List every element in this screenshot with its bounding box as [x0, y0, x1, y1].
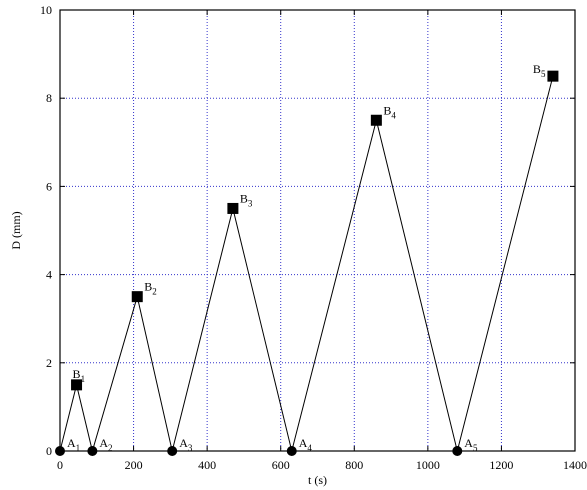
point-label-letter: B — [73, 367, 81, 381]
point-label-letter: A — [299, 436, 308, 450]
x-axis-title: t (s) — [308, 473, 327, 487]
x-tick-label: 0 — [57, 458, 63, 472]
point-label-subscript: 5 — [473, 443, 478, 453]
point-label: B5 — [533, 62, 546, 79]
point-marker-square — [71, 379, 83, 391]
point-label-letter: A — [179, 436, 188, 450]
y-tick-label: 8 — [46, 91, 52, 105]
point-label-letter: B — [533, 62, 541, 76]
x-tick-label: 1200 — [489, 458, 513, 472]
point-label: A3 — [179, 436, 193, 453]
point-label-subscript: 2 — [152, 287, 157, 297]
y-tick-label: 0 — [46, 444, 52, 458]
point-label: B2 — [144, 280, 157, 297]
point-label: A2 — [99, 436, 112, 453]
y-tick-label: 4 — [46, 268, 52, 282]
y-axis-title: D (mm) — [9, 211, 23, 249]
x-tick-label: 200 — [125, 458, 143, 472]
point-marker-square — [547, 70, 559, 82]
point-label-subscript: 1 — [76, 443, 81, 453]
point-label-letter: A — [67, 436, 76, 450]
tick-layer: 0 200 400 600 800 1000 1200 1400 0 2 4 6 8 10 — [40, 3, 587, 472]
point-label-letter: B — [144, 280, 152, 294]
marker-layer — [55, 70, 559, 456]
point-label-subscript: 4 — [391, 110, 396, 120]
x-tick-label: 1400 — [563, 458, 587, 472]
point-marker-square — [227, 202, 239, 214]
point-label-letter: A — [99, 436, 108, 450]
point-label-subscript: 1 — [81, 374, 86, 384]
point-label: A1 — [67, 436, 80, 453]
grid-layer — [60, 10, 575, 451]
point-label-letter: B — [383, 103, 391, 117]
point-label-subscript: 4 — [307, 443, 312, 453]
point-label-letter: B — [240, 191, 248, 205]
plot-frame — [59, 9, 576, 452]
x-tick-label: 1000 — [416, 458, 440, 472]
y-tick-label: 10 — [40, 3, 52, 17]
point-label-subscript: 3 — [248, 198, 253, 208]
x-tick-label: 600 — [272, 458, 290, 472]
point-label: B3 — [240, 191, 253, 208]
point-marker-square — [131, 291, 143, 303]
point-label-letter: A — [464, 436, 473, 450]
x-tick-label: 800 — [345, 458, 363, 472]
point-label: A5 — [464, 436, 478, 453]
point-label: B1 — [73, 367, 86, 384]
series-line — [59, 76, 554, 453]
point-label-subscript: 5 — [541, 69, 546, 79]
point-label-subscript: 2 — [108, 443, 113, 453]
y-tick-label: 6 — [46, 179, 52, 193]
x-tick-label: 400 — [198, 458, 216, 472]
series-layer — [59, 76, 554, 453]
point-label-subscript: 3 — [188, 443, 193, 453]
point-marker-square — [370, 114, 382, 126]
point-label: B4 — [383, 103, 396, 120]
y-tick-label: 2 — [46, 356, 52, 370]
point-label: A4 — [299, 436, 313, 453]
